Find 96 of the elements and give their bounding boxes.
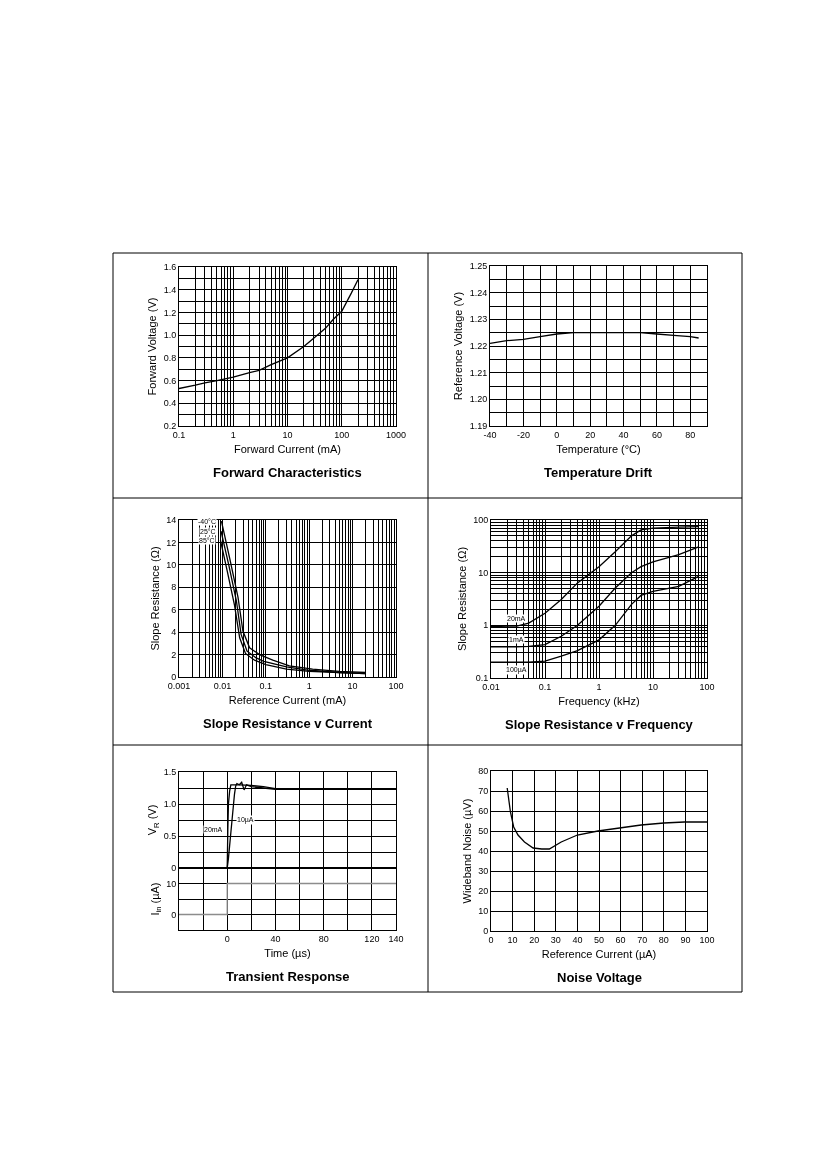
y-tick-label: 0.4 <box>163 398 177 409</box>
text: Transient Response <box>226 969 350 984</box>
x-tick-label: 10 <box>282 429 293 440</box>
x-tick-label: 0.001 <box>167 680 191 691</box>
x-tick-label: 20 <box>585 429 596 440</box>
y-axis-title: Slope Resistance (Ω) <box>148 546 161 651</box>
x-tick-label: 100 <box>699 681 715 692</box>
y-tick-label: 1.22 <box>469 341 488 352</box>
y-tick-label: 1.19 <box>469 421 488 432</box>
x-tick-label: 0.1 <box>538 681 552 692</box>
y-tick-label: 0.6 <box>163 375 177 386</box>
x-tick-label: 140 <box>388 933 404 944</box>
y-tick-label: 1.20 <box>469 394 488 405</box>
y-tick-label: 0 <box>171 863 177 874</box>
y-tick-label: 100 <box>473 515 489 526</box>
y-tick-label: 2 <box>171 649 177 660</box>
text: Slope Resistance v Frequency <box>505 717 694 732</box>
x-tick-label: 40 <box>572 934 583 945</box>
x-tick-label: 120 <box>364 933 380 944</box>
y-tick-label: 1 <box>483 620 489 631</box>
x-tick-label: 10 <box>347 680 358 691</box>
x-tick-label: 60 <box>615 934 626 945</box>
y-tick-label: 1.6 <box>163 262 177 273</box>
x-tick-label: 90 <box>680 934 691 945</box>
x-tick-label: 100 <box>699 934 715 945</box>
y-axis-title: Slope Resistance (Ω) <box>455 546 468 652</box>
y-tick-label: 10 <box>478 906 489 917</box>
x-tick-label: 20 <box>529 934 540 945</box>
y-axis-title: Wideband Noise (µV) <box>460 798 473 904</box>
y-tick-label: 0 <box>171 909 177 920</box>
y-tick-label: 4 <box>171 627 177 638</box>
y-tick-label: 1.4 <box>163 284 177 295</box>
x-tick-label: 50 <box>593 934 605 945</box>
y-tick-label: 1.0 <box>163 799 177 810</box>
y-tick-label: 80 <box>478 766 489 777</box>
y-tick-label: 0.5 <box>163 831 177 842</box>
x-tick-label: 0.01 <box>482 681 500 692</box>
text: Temperature Drift <box>544 465 653 480</box>
y-tick-label: 10 <box>478 567 489 578</box>
y-tick-label: 30 <box>478 866 489 877</box>
x-tick-label: 70 <box>637 934 648 945</box>
x-tick-label: 100 <box>334 429 350 440</box>
y-tick-label: 50 <box>478 826 489 837</box>
x-tick-label: 1000 <box>385 429 407 440</box>
y-tick-label: 10 <box>166 560 177 571</box>
x-tick-label: 0 <box>224 933 230 944</box>
x-axis-title: Reference Current (mA) <box>228 694 347 706</box>
y-tick-label: 0.2 <box>163 421 177 432</box>
y-tick-label: 20 <box>478 886 489 897</box>
y-tick-label: 0 <box>171 672 177 683</box>
y-tick-label: 0.8 <box>163 353 177 364</box>
x-tick-label: 10 <box>507 934 518 945</box>
y-tick-label: 1.23 <box>469 314 488 325</box>
x-axis-title: Reference Current (µA) <box>541 948 657 960</box>
y-tick-label: 6 <box>171 604 177 615</box>
x-axis-title: Time (µs) <box>264 947 311 959</box>
y-axis-title: Forward Voltage (V) <box>146 297 159 396</box>
x-tick-label: -20 <box>516 429 530 440</box>
y-tick-label: 1.24 <box>469 287 488 298</box>
x-tick-label: 30 <box>550 934 561 945</box>
x-tick-label: 0 <box>554 429 560 440</box>
y-tick-label: 1.2 <box>163 307 177 318</box>
text: Noise Voltage <box>557 970 643 985</box>
x-tick-label: 1 <box>306 680 312 691</box>
x-tick-label: 0.01 <box>213 680 232 691</box>
y-tick-label: 60 <box>478 806 489 817</box>
y-tick-label: 12 <box>166 537 177 548</box>
x-tick-label: 100 <box>388 680 404 691</box>
x-axis-title: Temperature (°C) <box>556 443 641 455</box>
x-tick-label: 40 <box>270 933 281 944</box>
y-tick-label: 0 <box>483 926 489 937</box>
x-tick-label: 1 <box>230 429 236 440</box>
y-tick-label: 8 <box>171 582 177 593</box>
x-tick-label: 40 <box>618 429 629 440</box>
x-tick-label: 80 <box>685 429 696 440</box>
y-axis-title: Reference Voltage (V) <box>452 291 465 401</box>
x-tick-label: 60 <box>651 429 662 440</box>
y-tick-label: 1.5 <box>163 767 177 778</box>
x-axis-title: Frequency (kHz) <box>558 695 640 707</box>
y-tick-label: 70 <box>478 786 489 797</box>
y-tick-label: 0.1 <box>475 673 489 684</box>
text: Slope Resistance v Current <box>203 716 373 731</box>
y-tick-label: 1.25 <box>469 261 488 272</box>
x-tick-label: 80 <box>658 934 669 945</box>
y-tick-label: 10 <box>166 878 177 889</box>
x-tick-label: 0.1 <box>259 680 273 691</box>
x-axis-title: Forward Current (mA) <box>234 443 341 455</box>
x-tick-label: 80 <box>318 933 329 944</box>
y-tick-label: 1.21 <box>469 367 488 378</box>
x-tick-label: 1 <box>596 681 602 692</box>
x-tick-label: -40 <box>483 429 497 440</box>
y-tick-label: 14 <box>166 515 177 526</box>
y-tick-label: 1.0 <box>163 330 177 341</box>
text: Forward Characteristics <box>213 465 362 480</box>
x-tick-label: 10 <box>647 681 659 692</box>
y-tick-label: 40 <box>478 846 489 857</box>
